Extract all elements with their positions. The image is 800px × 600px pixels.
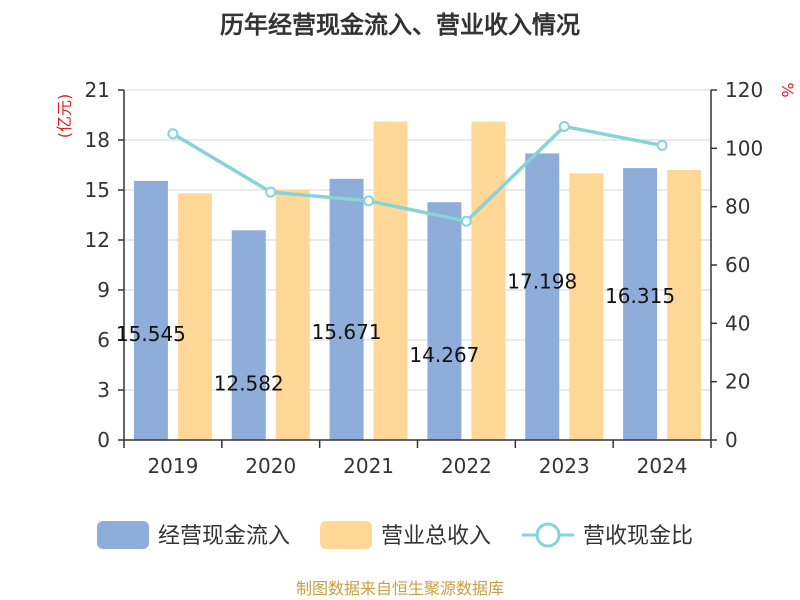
bar-value-label: 15.671 <box>312 320 382 344</box>
legend-item-ratio[interactable]: 营收现金比 <box>522 522 693 549</box>
left-tick-label: 12 <box>85 228 110 252</box>
ratio-point <box>558 120 570 132</box>
line-layer <box>167 120 668 227</box>
x-tick-label: 2024 <box>637 454 688 478</box>
bar-revenue <box>177 193 212 440</box>
bar-revenue <box>373 121 408 441</box>
legend-label-revenue: 营业总收入 <box>381 524 491 549</box>
tick-labels: 0 3 6 9 12 15 18 21 0 20 40 60 80 100 120 2019 2020 2021 2… <box>85 78 764 478</box>
x-tick-label: 2021 <box>343 454 394 478</box>
right-tick-label: 60 <box>725 253 750 277</box>
left-tick-label: 3 <box>97 378 110 402</box>
bar-value-label: 17.198 <box>507 269 577 293</box>
bar-cash-inflow <box>525 153 560 440</box>
right-tick-label: 80 <box>725 195 750 219</box>
legend-marker-ratio <box>535 522 561 548</box>
ratio-point <box>460 215 472 227</box>
left-tick-label: 9 <box>97 278 110 302</box>
right-tick-label: 100 <box>725 136 763 160</box>
bar-revenue <box>569 173 604 441</box>
bar-cash-inflow <box>231 230 266 440</box>
bar-revenue <box>471 121 506 441</box>
left-tick-label: 0 <box>97 428 110 452</box>
legend-swatch-cash-inflow <box>97 521 149 549</box>
bar-value-label: 16.315 <box>605 284 675 308</box>
x-tick-label: 2020 <box>245 454 296 478</box>
x-tick-label: 2023 <box>539 454 590 478</box>
legend-label-cash-inflow: 经营现金流入 <box>158 524 290 549</box>
right-tick-label: 20 <box>725 370 750 394</box>
bar-cash-inflow <box>133 180 168 440</box>
ratio-point <box>167 128 179 140</box>
value-labels: 15.545 12.582 15.671 14.267 17.198 16.315 <box>116 269 675 395</box>
source-note: 制图数据来自恒生聚源数据库 <box>296 579 504 598</box>
bar-revenue <box>667 170 702 440</box>
chart-title: 历年经营现金流入、营业收入情况 <box>220 11 580 39</box>
left-tick-label: 21 <box>85 78 110 102</box>
left-tick-label: 15 <box>85 178 110 202</box>
x-tick-label: 2022 <box>441 454 492 478</box>
legend-swatch-revenue <box>320 521 372 549</box>
legend-item-revenue[interactable]: 营业总收入 <box>320 521 491 549</box>
left-tick-label: 18 <box>85 128 110 152</box>
ratio-point <box>656 139 668 151</box>
bar-cash-inflow <box>623 168 658 441</box>
bar-layer <box>133 121 702 441</box>
right-tick-label: 120 <box>725 78 763 102</box>
legend: 经营现金流入 营业总收入 营收现金比 <box>97 521 693 549</box>
right-axis-unit: % <box>778 82 797 97</box>
left-tick-label: 6 <box>97 328 110 352</box>
right-tick-label: 40 <box>725 311 750 335</box>
ratio-line <box>172 124 663 224</box>
bar-value-label: 15.545 <box>116 322 186 346</box>
legend-label-ratio: 营收现金比 <box>583 524 693 549</box>
grid-lines <box>124 89 711 391</box>
bar-cash-inflow <box>329 178 364 441</box>
axes <box>118 89 717 448</box>
ratio-point <box>363 195 375 207</box>
legend-item-cash-inflow[interactable]: 经营现金流入 <box>97 521 290 549</box>
left-axis-unit: (亿元) <box>55 94 74 139</box>
x-tick-label: 2019 <box>147 454 198 478</box>
bar-revenue <box>275 190 310 440</box>
right-tick-label: 0 <box>725 428 738 452</box>
ratio-point <box>265 186 277 198</box>
bar-value-label: 12.582 <box>214 371 284 395</box>
bar-value-label: 14.267 <box>409 343 479 367</box>
bar-cash-inflow <box>427 202 462 440</box>
